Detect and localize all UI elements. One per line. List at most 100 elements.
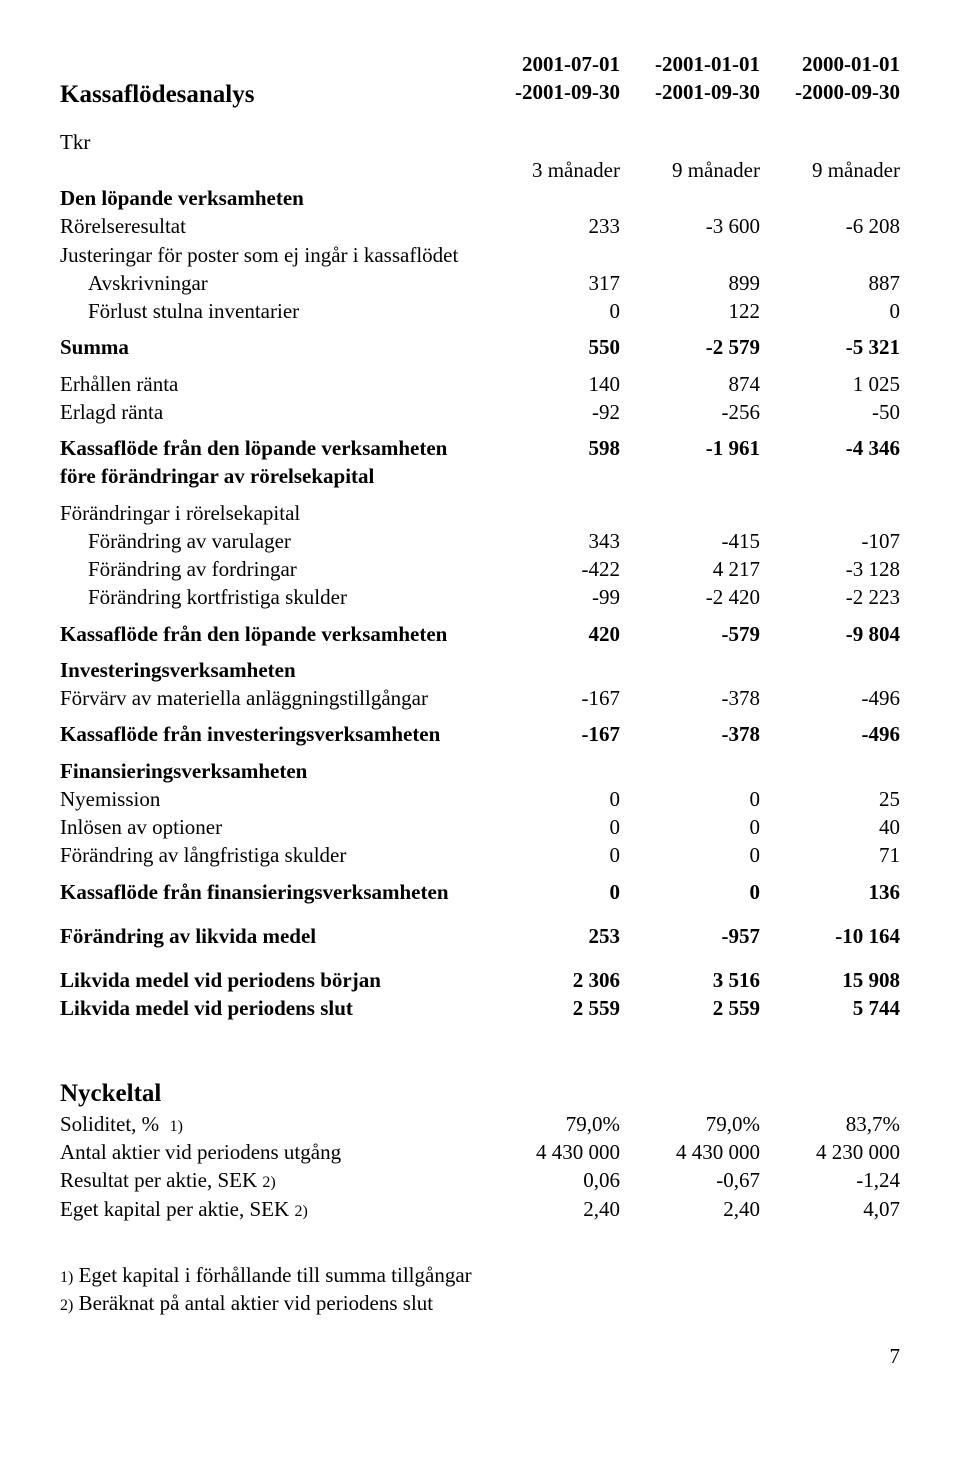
row-label: Likvida medel vid periodens början <box>60 966 480 994</box>
cell: -2 420 <box>620 583 760 611</box>
cell: 15 908 <box>760 966 900 994</box>
cell: -9 804 <box>760 620 900 648</box>
header-col2-b: -2001-09-30 <box>620 78 760 111</box>
row-label: Justeringar för poster som ej ingår i ka… <box>60 241 480 269</box>
row-label: Kassaflöde från investeringsverksamheten <box>60 720 480 748</box>
cell: 1 025 <box>760 370 900 398</box>
section-financing: Finansieringsverksamheten <box>60 757 480 785</box>
cell: 0 <box>480 297 620 325</box>
cell: -1,24 <box>760 1166 900 1194</box>
cashflow-table: 2001-07-01 -2001-01-01 2000-01-01 Kassaf… <box>60 50 900 1317</box>
cell: 25 <box>760 785 900 813</box>
cell: 2 559 <box>480 994 620 1022</box>
cell: -415 <box>620 527 760 555</box>
row-label: Förvärv av materiella anläggningstillgån… <box>60 684 480 712</box>
cell: -256 <box>620 398 760 426</box>
header-col1-a: 2001-07-01 <box>480 50 620 78</box>
cell: 136 <box>760 878 900 906</box>
row-label: Erhållen ränta <box>60 370 480 398</box>
cell: 79,0% <box>480 1110 620 1138</box>
cell: 550 <box>480 333 620 361</box>
cell: -3 600 <box>620 212 760 240</box>
cell: 0 <box>480 841 620 869</box>
cell: -496 <box>760 684 900 712</box>
cell: 3 516 <box>620 966 760 994</box>
cell: 2 559 <box>620 994 760 1022</box>
row-label: Resultat per aktie, SEK 2) <box>60 1166 480 1194</box>
row-label: Förändring av varulager <box>60 527 480 555</box>
cell: 2,40 <box>620 1195 760 1223</box>
row-label: Summa <box>60 333 480 361</box>
cell: 598 <box>480 434 620 462</box>
cell: 317 <box>480 269 620 297</box>
row-label: Antal aktier vid periodens utgång <box>60 1138 480 1166</box>
cell: -10 164 <box>760 922 900 950</box>
cell: 4 217 <box>620 555 760 583</box>
cell: -422 <box>480 555 620 583</box>
cell: -1 961 <box>620 434 760 462</box>
period-c3: 9 månader <box>760 156 900 184</box>
cell: -167 <box>480 684 620 712</box>
cell: -2 579 <box>620 333 760 361</box>
row-label: Förändringar i rörelsekapital <box>60 499 480 527</box>
section-operating: Den löpande verksamheten <box>60 184 480 212</box>
cell: 140 <box>480 370 620 398</box>
row-label: Nyemission <box>60 785 480 813</box>
header-col2-a: -2001-01-01 <box>620 50 760 78</box>
cell: -4 346 <box>760 434 900 462</box>
header-col1-b: -2001-09-30 <box>480 78 620 111</box>
cell: -579 <box>620 620 760 648</box>
cell: 0,06 <box>480 1166 620 1194</box>
cell: -167 <box>480 720 620 748</box>
tkr-label: Tkr <box>60 128 480 156</box>
page-title: Kassaflödesanalys <box>60 78 480 111</box>
cell: 0 <box>480 785 620 813</box>
row-label: Förändring av långfristiga skulder <box>60 841 480 869</box>
cell: 899 <box>620 269 760 297</box>
row-label: före förändringar av rörelsekapital <box>60 462 480 490</box>
cell: 2 306 <box>480 966 620 994</box>
header-col3-a: 2000-01-01 <box>760 50 900 78</box>
footnote: 2) Beräknat på antal aktier vid perioden… <box>60 1289 900 1317</box>
period-c2: 9 månader <box>620 156 760 184</box>
row-label: Soliditet, % 1) <box>60 1110 480 1138</box>
cell: 0 <box>620 878 760 906</box>
section-investing: Investeringsverksamheten <box>60 656 480 684</box>
cell: 874 <box>620 370 760 398</box>
row-label: Inlösen av optioner <box>60 813 480 841</box>
cell: 122 <box>620 297 760 325</box>
cell: 0 <box>620 841 760 869</box>
cell: 83,7% <box>760 1110 900 1138</box>
cell: 4 230 000 <box>760 1138 900 1166</box>
cell: -107 <box>760 527 900 555</box>
cell: -2 223 <box>760 583 900 611</box>
page-number: 7 <box>60 1343 900 1369</box>
cell: -378 <box>620 684 760 712</box>
cell: -378 <box>620 720 760 748</box>
cell: -5 321 <box>760 333 900 361</box>
cell: -0,67 <box>620 1166 760 1194</box>
row-label: Avskrivningar <box>60 269 480 297</box>
cell: 343 <box>480 527 620 555</box>
cell: 71 <box>760 841 900 869</box>
cell: 4 430 000 <box>480 1138 620 1166</box>
cell: 0 <box>620 813 760 841</box>
row-label: Erlagd ränta <box>60 398 480 426</box>
row-label: Kassaflöde från finansieringsverksamhete… <box>60 878 480 906</box>
cell: 233 <box>480 212 620 240</box>
cell: 0 <box>480 878 620 906</box>
cell: -496 <box>760 720 900 748</box>
row-label: Likvida medel vid periodens slut <box>60 994 480 1022</box>
cell: -92 <box>480 398 620 426</box>
cell: 0 <box>620 785 760 813</box>
cell: 253 <box>480 922 620 950</box>
cell: 0 <box>480 813 620 841</box>
cell: 887 <box>760 269 900 297</box>
row-label: Förändring av likvida medel <box>60 922 480 950</box>
footnote: 1) Eget kapital i förhållande till summa… <box>60 1261 900 1289</box>
row-label: Förändring kortfristiga skulder <box>60 583 480 611</box>
cell: 4 430 000 <box>620 1138 760 1166</box>
cell: 79,0% <box>620 1110 760 1138</box>
row-label: Eget kapital per aktie, SEK 2) <box>60 1195 480 1223</box>
cell: -99 <box>480 583 620 611</box>
